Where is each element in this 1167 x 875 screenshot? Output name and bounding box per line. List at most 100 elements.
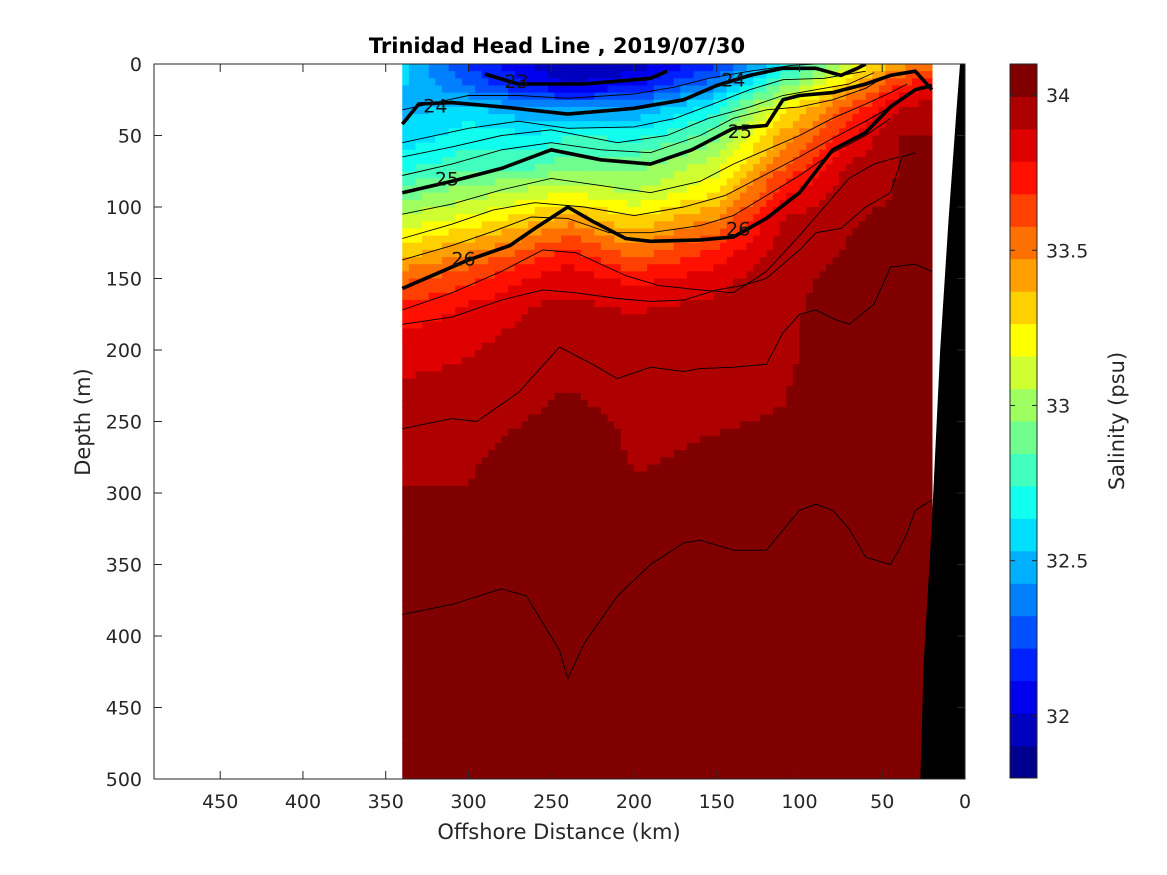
salinity-cell — [726, 99, 734, 108]
salinity-cell — [481, 493, 489, 501]
salinity-cell — [415, 721, 423, 730]
salinity-cell — [574, 743, 582, 751]
salinity-cell — [508, 114, 516, 122]
salinity-cell — [422, 228, 430, 237]
salinity-cell — [455, 714, 463, 723]
salinity-cell — [561, 185, 569, 194]
salinity-cell — [455, 736, 463, 744]
salinity-cell — [468, 199, 476, 208]
salinity-cell — [726, 178, 734, 187]
salinity-cell — [594, 99, 602, 108]
salinity-cell — [514, 221, 523, 230]
salinity-cell — [700, 142, 708, 151]
salinity-cell — [541, 764, 549, 773]
salinity-cell — [633, 207, 642, 215]
salinity-cell — [528, 135, 536, 144]
salinity-cell — [713, 342, 721, 351]
salinity-cell — [415, 156, 423, 165]
salinity-cell — [693, 700, 701, 709]
salinity-cell — [680, 171, 688, 179]
salinity-cell — [640, 207, 648, 215]
salinity-cell — [660, 621, 668, 630]
salinity-cell — [587, 543, 595, 551]
salinity-cell — [581, 171, 589, 179]
salinity-cell — [700, 707, 708, 716]
salinity-cell — [706, 721, 715, 730]
salinity-cell — [633, 743, 642, 751]
salinity-cell — [475, 593, 483, 601]
salinity-cell — [706, 621, 715, 630]
salinity-cell — [600, 357, 609, 365]
salinity-cell — [521, 135, 529, 144]
salinity-cell — [455, 156, 463, 165]
salinity-cell — [640, 428, 648, 437]
salinity-cell — [633, 528, 642, 537]
salinity-cell — [574, 385, 582, 394]
salinity-cell — [673, 557, 681, 566]
salinity-cell — [620, 257, 628, 265]
salinity-cell — [581, 585, 589, 594]
salinity-cell — [647, 643, 655, 651]
salinity-cell — [528, 400, 536, 408]
salinity-cell — [700, 99, 708, 108]
salinity-cell — [653, 121, 662, 129]
salinity-cell — [726, 106, 734, 115]
salinity-cell — [455, 607, 463, 616]
salinity-cell — [686, 571, 695, 580]
salinity-cell — [581, 278, 589, 287]
salinity-cell — [706, 528, 715, 537]
salinity-cell — [647, 207, 655, 215]
salinity-cell — [521, 207, 529, 215]
salinity-cell — [435, 550, 443, 558]
salinity-cell — [441, 378, 450, 387]
salinity-cell — [402, 364, 410, 373]
salinity-cell — [647, 707, 655, 716]
salinity-cell — [488, 164, 496, 172]
salinity-cell — [620, 521, 628, 530]
salinity-cell — [488, 335, 496, 344]
salinity-cell — [428, 514, 436, 523]
salinity-cell — [713, 650, 721, 659]
salinity-cell — [680, 550, 688, 558]
salinity-cell — [600, 550, 609, 558]
salinity-cell — [528, 671, 536, 680]
salinity-cell — [422, 371, 430, 380]
salinity-cell — [607, 171, 615, 179]
salinity-cell — [541, 500, 549, 508]
salinity-cell — [528, 557, 536, 566]
salinity-cell — [640, 471, 648, 480]
salinity-cell — [627, 535, 635, 544]
salinity-cell — [640, 185, 648, 194]
salinity-cell — [488, 621, 496, 630]
salinity-cell — [607, 714, 615, 723]
salinity-cell — [561, 493, 569, 501]
salinity-cell — [567, 535, 575, 544]
salinity-cell — [435, 207, 443, 215]
salinity-cell — [673, 357, 681, 365]
salinity-cell — [428, 214, 436, 222]
salinity-cell — [435, 350, 443, 358]
salinity-cell — [633, 78, 642, 87]
salinity-cell — [726, 450, 734, 458]
salinity-cell — [448, 557, 456, 566]
salinity-cell — [574, 278, 582, 287]
salinity-cell — [653, 728, 662, 737]
salinity-cell — [647, 292, 655, 301]
salinity-cell — [402, 78, 410, 87]
salinity-cell — [475, 414, 483, 423]
salinity-cell — [508, 714, 516, 723]
salinity-cell — [600, 364, 609, 373]
salinity-cell — [541, 421, 549, 430]
salinity-cell — [713, 607, 721, 616]
salinity-cell — [554, 207, 562, 215]
salinity-cell — [508, 521, 516, 530]
salinity-cell — [581, 607, 589, 616]
salinity-cell — [706, 578, 715, 587]
salinity-cell — [680, 464, 688, 473]
salinity-cell — [508, 249, 516, 258]
salinity-cell — [541, 321, 549, 330]
salinity-cell — [614, 707, 622, 716]
salinity-cell — [673, 450, 681, 458]
salinity-cell — [706, 514, 715, 523]
salinity-cell — [647, 435, 655, 444]
